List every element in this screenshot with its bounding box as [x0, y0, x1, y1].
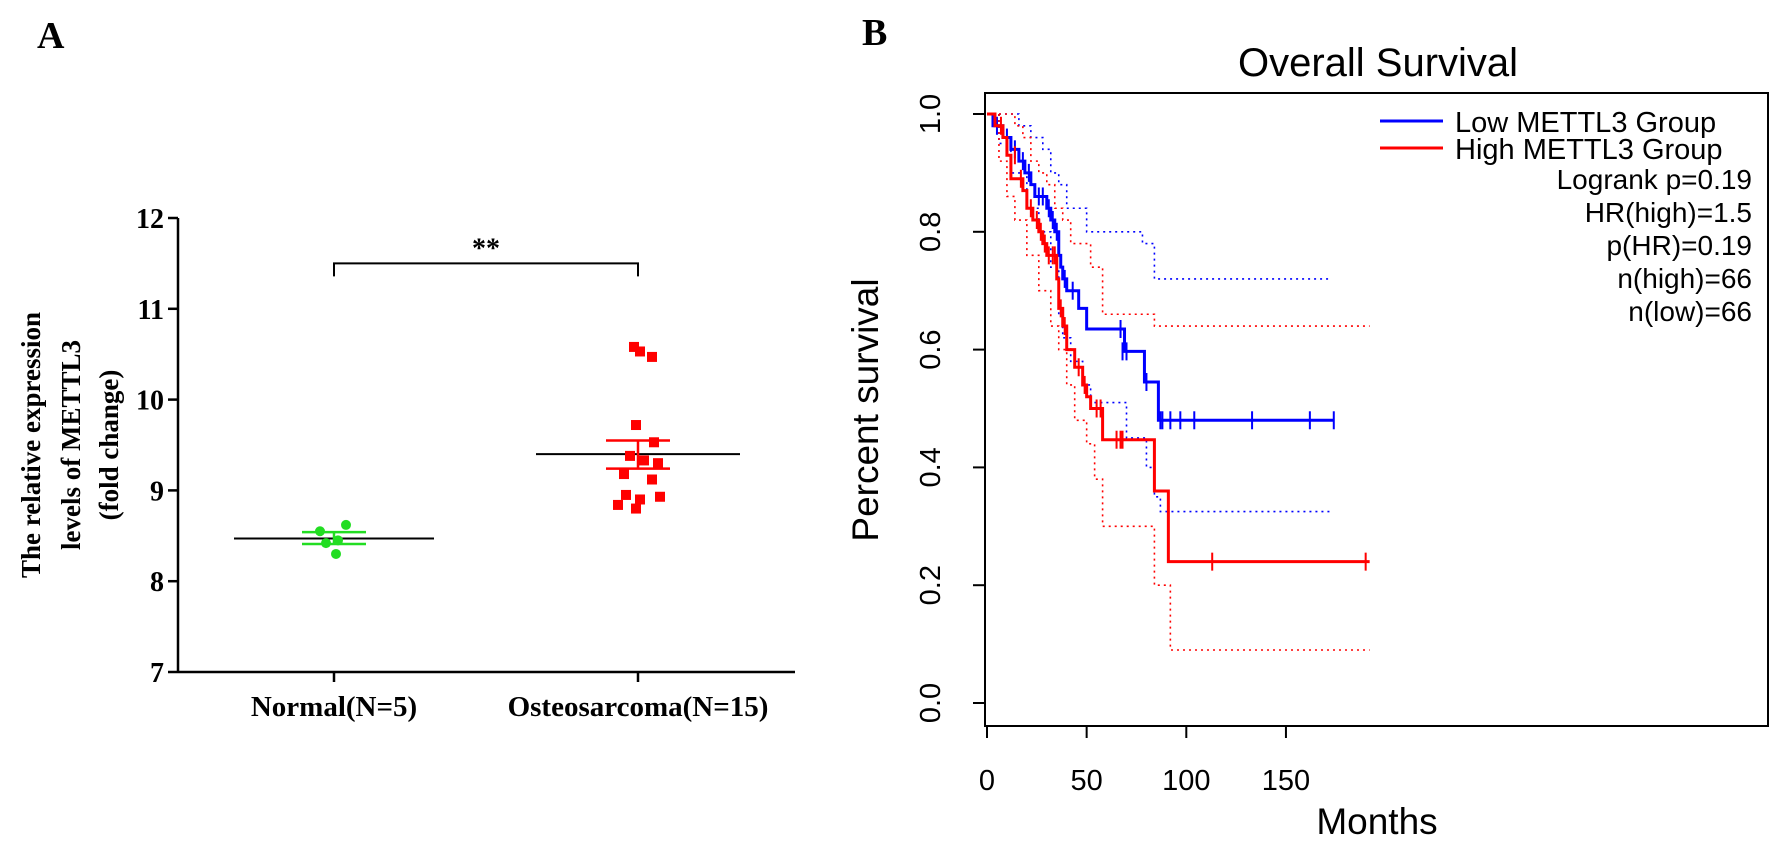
panel-a-axes: 7 8 9 10 11 12 Normal(N=5) Osteosarcoma(N=15) ** — [136, 204, 795, 723]
legend-stat: n(low)=66 — [1628, 296, 1752, 327]
legend-stat: p(HR)=0.19 — [1606, 230, 1752, 261]
data-point — [315, 526, 325, 537]
y-tick-label: 9 — [150, 476, 164, 507]
panel-a-marks — [234, 341, 740, 559]
y-tick-label: 8 — [150, 567, 164, 598]
data-point — [331, 548, 341, 559]
high-ci-upper-line — [987, 113, 1370, 327]
y-label-line-1: The relative expression — [16, 312, 46, 578]
y-tick-label: 12 — [136, 204, 164, 235]
low-survival-line — [987, 112, 1334, 422]
panel-b-chart: Overall Survival Percent survival Months… — [845, 41, 1769, 842]
low-ci-upper-line — [987, 113, 1330, 280]
high-survival-line — [987, 112, 1370, 564]
legend-stat: Logrank p=0.19 — [1557, 164, 1752, 195]
legend-label: High METTL3 Group — [1455, 134, 1723, 166]
x-tick-label: 150 — [1262, 765, 1310, 797]
data-point — [631, 420, 641, 431]
y-tick-label: 0.0 — [915, 683, 947, 723]
x-tick-label: 0 — [979, 765, 995, 797]
data-point — [635, 346, 645, 357]
data-point — [631, 503, 641, 514]
panel-b-axes: 0 50 100 150 0.0 0.2 0.4 0.6 0.8 1.0 — [915, 92, 1769, 797]
data-point — [613, 499, 623, 510]
data-point — [649, 437, 659, 448]
panel-b-marks — [987, 112, 1370, 651]
y-tick-label: 11 — [138, 295, 164, 326]
data-point — [333, 535, 343, 546]
significance-bracket — [333, 262, 639, 277]
panel-a-chart: The relative expression levels of METTL3… — [16, 204, 795, 723]
y-tick-label: 0.4 — [915, 447, 947, 487]
x-tick-label: 100 — [1162, 765, 1210, 797]
data-point — [625, 450, 635, 461]
legend-label: Low METTL3 Group — [1455, 107, 1716, 139]
data-point — [635, 494, 645, 505]
panel-b-y-axis-label: Percent survival — [845, 278, 886, 541]
data-point — [647, 474, 657, 485]
y-tick-label: 0.6 — [915, 329, 947, 369]
data-point — [647, 351, 657, 362]
panel-label-a: A — [37, 15, 65, 57]
data-point — [619, 469, 629, 480]
panel-a-y-axis-label: The relative expression levels of METTL3… — [16, 312, 124, 578]
data-point — [639, 455, 649, 466]
x-tick-label: Osteosarcoma(N=15) — [508, 691, 769, 723]
y-tick-label: 1.0 — [915, 94, 947, 134]
significance-label: ** — [472, 233, 500, 264]
data-point — [655, 491, 665, 502]
data-point — [621, 489, 631, 500]
y-tick-label: 0.8 — [915, 212, 947, 252]
y-label-line-2: levels of METTL3 — [56, 340, 86, 550]
data-point — [653, 458, 663, 469]
low-ci-lower-line — [987, 113, 1330, 513]
data-point — [629, 341, 639, 352]
panel-label-b: B — [862, 12, 887, 54]
legend-stat: n(high)=66 — [1617, 263, 1752, 294]
y-tick-label: 10 — [136, 386, 164, 417]
x-tick-label: 50 — [1071, 765, 1103, 797]
y-tick-label: 7 — [150, 658, 164, 689]
plot-frame — [984, 92, 1769, 727]
y-label-line-3: (fold change) — [94, 370, 124, 521]
y-tick-label: 0.2 — [915, 565, 947, 605]
data-point — [321, 538, 331, 549]
panel-b-x-axis-label: Months — [1316, 801, 1437, 842]
x-tick-label: Normal(N=5) — [251, 691, 417, 723]
panel-b-title: Overall Survival — [1238, 41, 1518, 85]
legend-stat: HR(high)=1.5 — [1585, 197, 1752, 228]
high-ci-lower-line — [987, 113, 1370, 651]
data-point — [341, 519, 351, 530]
